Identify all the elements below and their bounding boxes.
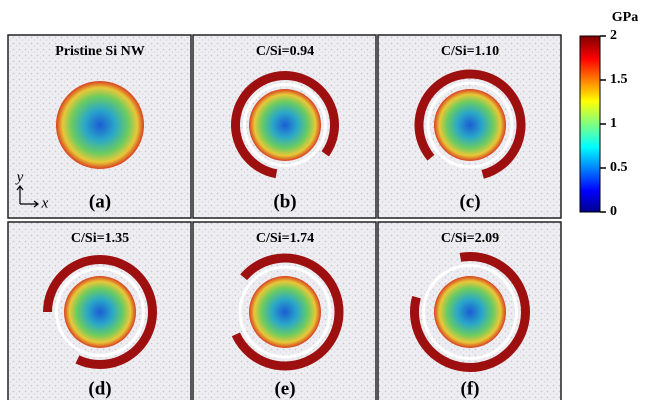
panel-label: (a) <box>89 191 111 212</box>
figure: Pristine Si NW (a) C/Si=0.94 (b) C/Si=1.10 (c… <box>0 0 649 400</box>
colorbar-scale <box>580 36 600 212</box>
stress-blob <box>249 89 321 161</box>
axis-x: x <box>41 195 49 211</box>
panel-title: C/Si=2.09 <box>441 231 499 246</box>
panel-label: (d) <box>88 378 111 399</box>
panel-title: Pristine Si NW <box>55 44 144 59</box>
stress-blob <box>434 89 506 161</box>
panel-title: C/Si=0.94 <box>256 44 314 59</box>
colorbar-tick-label: 1 <box>610 116 617 131</box>
panel-label: (b) <box>273 191 296 212</box>
panel: C/Si=1.35 (d) <box>8 222 191 400</box>
colorbar-tick-label: 0.5 <box>610 160 628 175</box>
colorbar-tick-label: 2 <box>610 28 617 43</box>
panel-title: C/Si=1.35 <box>71 231 129 246</box>
panel-label: (c) <box>459 191 480 212</box>
panel: C/Si=1.74 (e) <box>193 222 376 400</box>
panel-title: C/Si=1.74 <box>256 231 314 246</box>
colorbar-unit: GPa <box>612 10 638 25</box>
stress-blob <box>56 81 144 169</box>
panel-label: (f) <box>461 378 480 399</box>
panel: C/Si=2.09 (f) <box>378 222 561 400</box>
stress-blob <box>249 276 321 348</box>
colorbar: GPa 0 0.5 1 1.5 2 <box>580 10 638 219</box>
panels: Pristine Si NW (a) C/Si=0.94 (b) C/Si=1.10 (c… <box>8 35 561 400</box>
panel-title: C/Si=1.10 <box>441 44 499 59</box>
panel: C/Si=1.10 (c) <box>378 35 561 218</box>
axis-y: y <box>15 169 24 185</box>
panel-label: (e) <box>274 378 295 399</box>
stress-blob <box>64 276 136 348</box>
panel: Pristine Si NW (a) <box>8 35 191 218</box>
colorbar-tick-label: 0 <box>610 204 617 219</box>
panel: C/Si=0.94 (b) <box>193 35 376 218</box>
colorbar-tick-label: 1.5 <box>610 72 628 87</box>
stress-blob <box>434 276 506 348</box>
